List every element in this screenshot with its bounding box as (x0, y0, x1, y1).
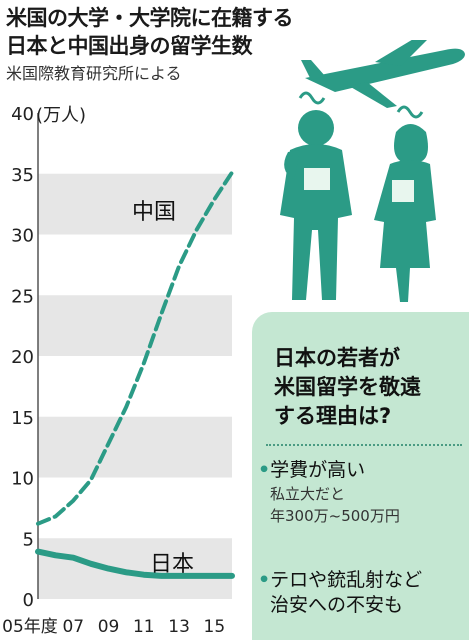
x-tick-label: 09 (98, 617, 120, 637)
chart-band (38, 538, 232, 599)
y-tick-label: 25 (11, 286, 34, 307)
x-tick-label: 05年度 (2, 617, 58, 637)
y-axis-unit: (万人) (36, 105, 86, 126)
illustration (280, 40, 465, 302)
y-tick-label: 30 (11, 226, 34, 247)
reasons-panel: 日本の若者が 米国留学を敬遠 する理由は? •学費が高い 私立大だと 年300万… (252, 312, 469, 640)
series-label-china: 中国 (132, 200, 176, 225)
panel-heading-line: する理由は? (274, 404, 392, 428)
reason-text: 学費が高い (270, 459, 366, 481)
y-axis: 0 5 10 15 20 25 30 35 40 (11, 104, 39, 611)
reason-item: •テロや銃乱射など 治安への不安も (258, 568, 422, 618)
y-tick-label: 10 (11, 469, 34, 490)
panel-heading: 日本の若者が 米国留学を敬遠 する理由は? (274, 344, 421, 431)
y-tick-label: 5 (23, 529, 34, 550)
y-tick-label: 20 (11, 347, 34, 368)
chart-title-line: 日本と中国出身の留学生数 (6, 34, 253, 58)
series-label-japan: 日本 (150, 552, 194, 577)
bullet-icon: • (258, 459, 271, 481)
panel-heading-line: 日本の若者が (274, 346, 400, 370)
reason-text: テロや銃乱射など (270, 569, 423, 591)
person-icon (280, 110, 352, 300)
worry-icon (298, 91, 424, 119)
y-tick-label: 0 (23, 590, 34, 611)
x-tick-label: 15 (204, 617, 226, 637)
x-axis: 05年度 07 09 11 13 15 (2, 617, 225, 637)
panel-divider (266, 444, 462, 446)
reason-text: 治安への不安も (270, 594, 404, 616)
bullet-icon: • (258, 569, 271, 591)
series-line (35, 548, 235, 579)
reason-item: •学費が高い 私立大だと 年300万~500万円 (258, 458, 400, 527)
panel-heading-line: 米国留学を敬遠 (274, 375, 421, 399)
y-tick-label: 40 (11, 104, 34, 125)
person-icon (374, 124, 436, 302)
chart-band (38, 416, 232, 478)
chart-source: 米国際教育研究所による (6, 64, 182, 83)
chart-band (38, 295, 232, 356)
y-tick-label: 35 (11, 165, 34, 186)
airplane-icon (301, 40, 465, 108)
series-line (36, 170, 234, 526)
x-tick-label: 11 (133, 617, 155, 637)
x-tick-label: 13 (168, 617, 190, 637)
reason-detail: 私立大だと (270, 485, 346, 503)
chart-title-line: 米国の大学・大学院に在籍する (6, 6, 294, 30)
chart-title: 米国の大学・大学院に在籍する 日本と中国出身の留学生数 (6, 4, 294, 60)
chart-bands (38, 173, 232, 599)
x-tick-label: 07 (62, 617, 84, 637)
y-tick-label: 15 (11, 408, 34, 429)
reason-detail: 年300万~500万円 (270, 507, 400, 525)
chart-series (35, 170, 235, 579)
